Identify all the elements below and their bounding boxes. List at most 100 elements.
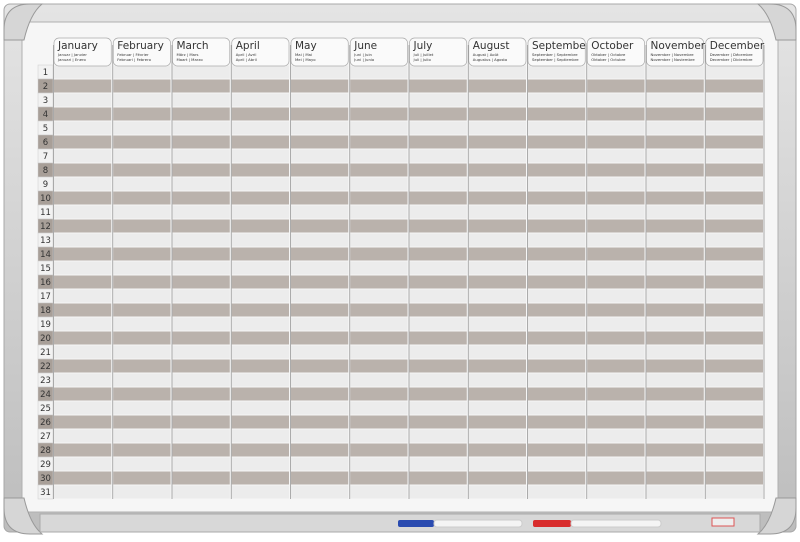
day-row	[528, 317, 586, 331]
day-row	[409, 247, 467, 261]
day-row	[291, 429, 349, 443]
day-row	[468, 415, 526, 429]
day-row	[231, 79, 289, 93]
day-row	[172, 443, 230, 457]
day-row	[528, 303, 586, 317]
day-row	[646, 191, 704, 205]
day-row	[468, 247, 526, 261]
day-row	[54, 345, 112, 359]
day-number: 23	[40, 376, 51, 386]
day-row	[468, 289, 526, 303]
day-row	[291, 233, 349, 247]
day-row	[291, 79, 349, 93]
marker-cap	[533, 520, 571, 527]
day-row	[646, 121, 704, 135]
day-row	[528, 163, 586, 177]
day-row	[113, 373, 171, 387]
day-row	[172, 135, 230, 149]
logo	[711, 517, 735, 527]
day-row	[172, 149, 230, 163]
day-row	[172, 107, 230, 121]
day-row	[113, 443, 171, 457]
day-row	[646, 233, 704, 247]
day-row	[291, 261, 349, 275]
day-row	[468, 457, 526, 471]
month-translation: August | Août	[473, 52, 499, 57]
day-row	[468, 121, 526, 135]
day-row	[350, 289, 408, 303]
day-row	[291, 443, 349, 457]
day-row	[113, 261, 171, 275]
day-row	[409, 219, 467, 233]
day-row	[350, 345, 408, 359]
day-row	[587, 233, 645, 247]
day-row	[528, 275, 586, 289]
day-row	[468, 485, 526, 499]
day-row	[705, 289, 763, 303]
day-row	[172, 205, 230, 219]
day-row	[705, 205, 763, 219]
day-row	[350, 135, 408, 149]
day-row	[587, 79, 645, 93]
day-row	[231, 191, 289, 205]
day-row	[113, 401, 171, 415]
day-row	[113, 415, 171, 429]
day-row	[113, 289, 171, 303]
marker	[570, 519, 662, 528]
day-row	[54, 303, 112, 317]
day-number: 2	[43, 82, 48, 92]
day-row	[231, 205, 289, 219]
day-row	[172, 387, 230, 401]
day-number: 15	[40, 264, 51, 274]
day-row	[172, 415, 230, 429]
day-row	[350, 457, 408, 471]
month-name: August	[473, 40, 510, 52]
day-row	[291, 275, 349, 289]
day-row	[409, 373, 467, 387]
day-row	[231, 261, 289, 275]
day-row	[587, 177, 645, 191]
day-row	[172, 177, 230, 191]
day-row	[409, 149, 467, 163]
day-row	[587, 121, 645, 135]
day-row	[528, 345, 586, 359]
day-row	[587, 345, 645, 359]
day-row	[54, 247, 112, 261]
day-row	[113, 303, 171, 317]
day-row	[172, 345, 230, 359]
day-row	[231, 373, 289, 387]
day-row	[468, 443, 526, 457]
day-row	[54, 107, 112, 121]
day-row	[113, 485, 171, 499]
day-row	[291, 107, 349, 121]
day-row	[587, 373, 645, 387]
day-row	[587, 359, 645, 373]
day-row	[231, 219, 289, 233]
day-number: 4	[43, 110, 48, 120]
month-translation: December | Diciembre	[710, 57, 753, 62]
day-row	[587, 471, 645, 485]
day-number: 26	[40, 418, 51, 428]
day-row	[468, 233, 526, 247]
day-row	[705, 177, 763, 191]
day-row	[587, 191, 645, 205]
day-row	[54, 401, 112, 415]
month-translation: November | Novembre	[651, 52, 695, 57]
day-row	[528, 149, 586, 163]
month-header	[112, 37, 171, 67]
day-row	[54, 275, 112, 289]
day-row	[409, 233, 467, 247]
day-row	[54, 163, 112, 177]
month-translation: Juni | Junio	[353, 57, 375, 62]
day-row	[291, 415, 349, 429]
day-row	[54, 457, 112, 471]
day-row	[291, 317, 349, 331]
month-translation: Juni | Juin	[353, 52, 372, 57]
day-number: 27	[40, 432, 51, 442]
month-name: March	[177, 40, 209, 52]
day-row	[587, 219, 645, 233]
day-row	[705, 93, 763, 107]
day-number: 14	[40, 250, 51, 260]
day-row	[646, 429, 704, 443]
day-row	[587, 149, 645, 163]
